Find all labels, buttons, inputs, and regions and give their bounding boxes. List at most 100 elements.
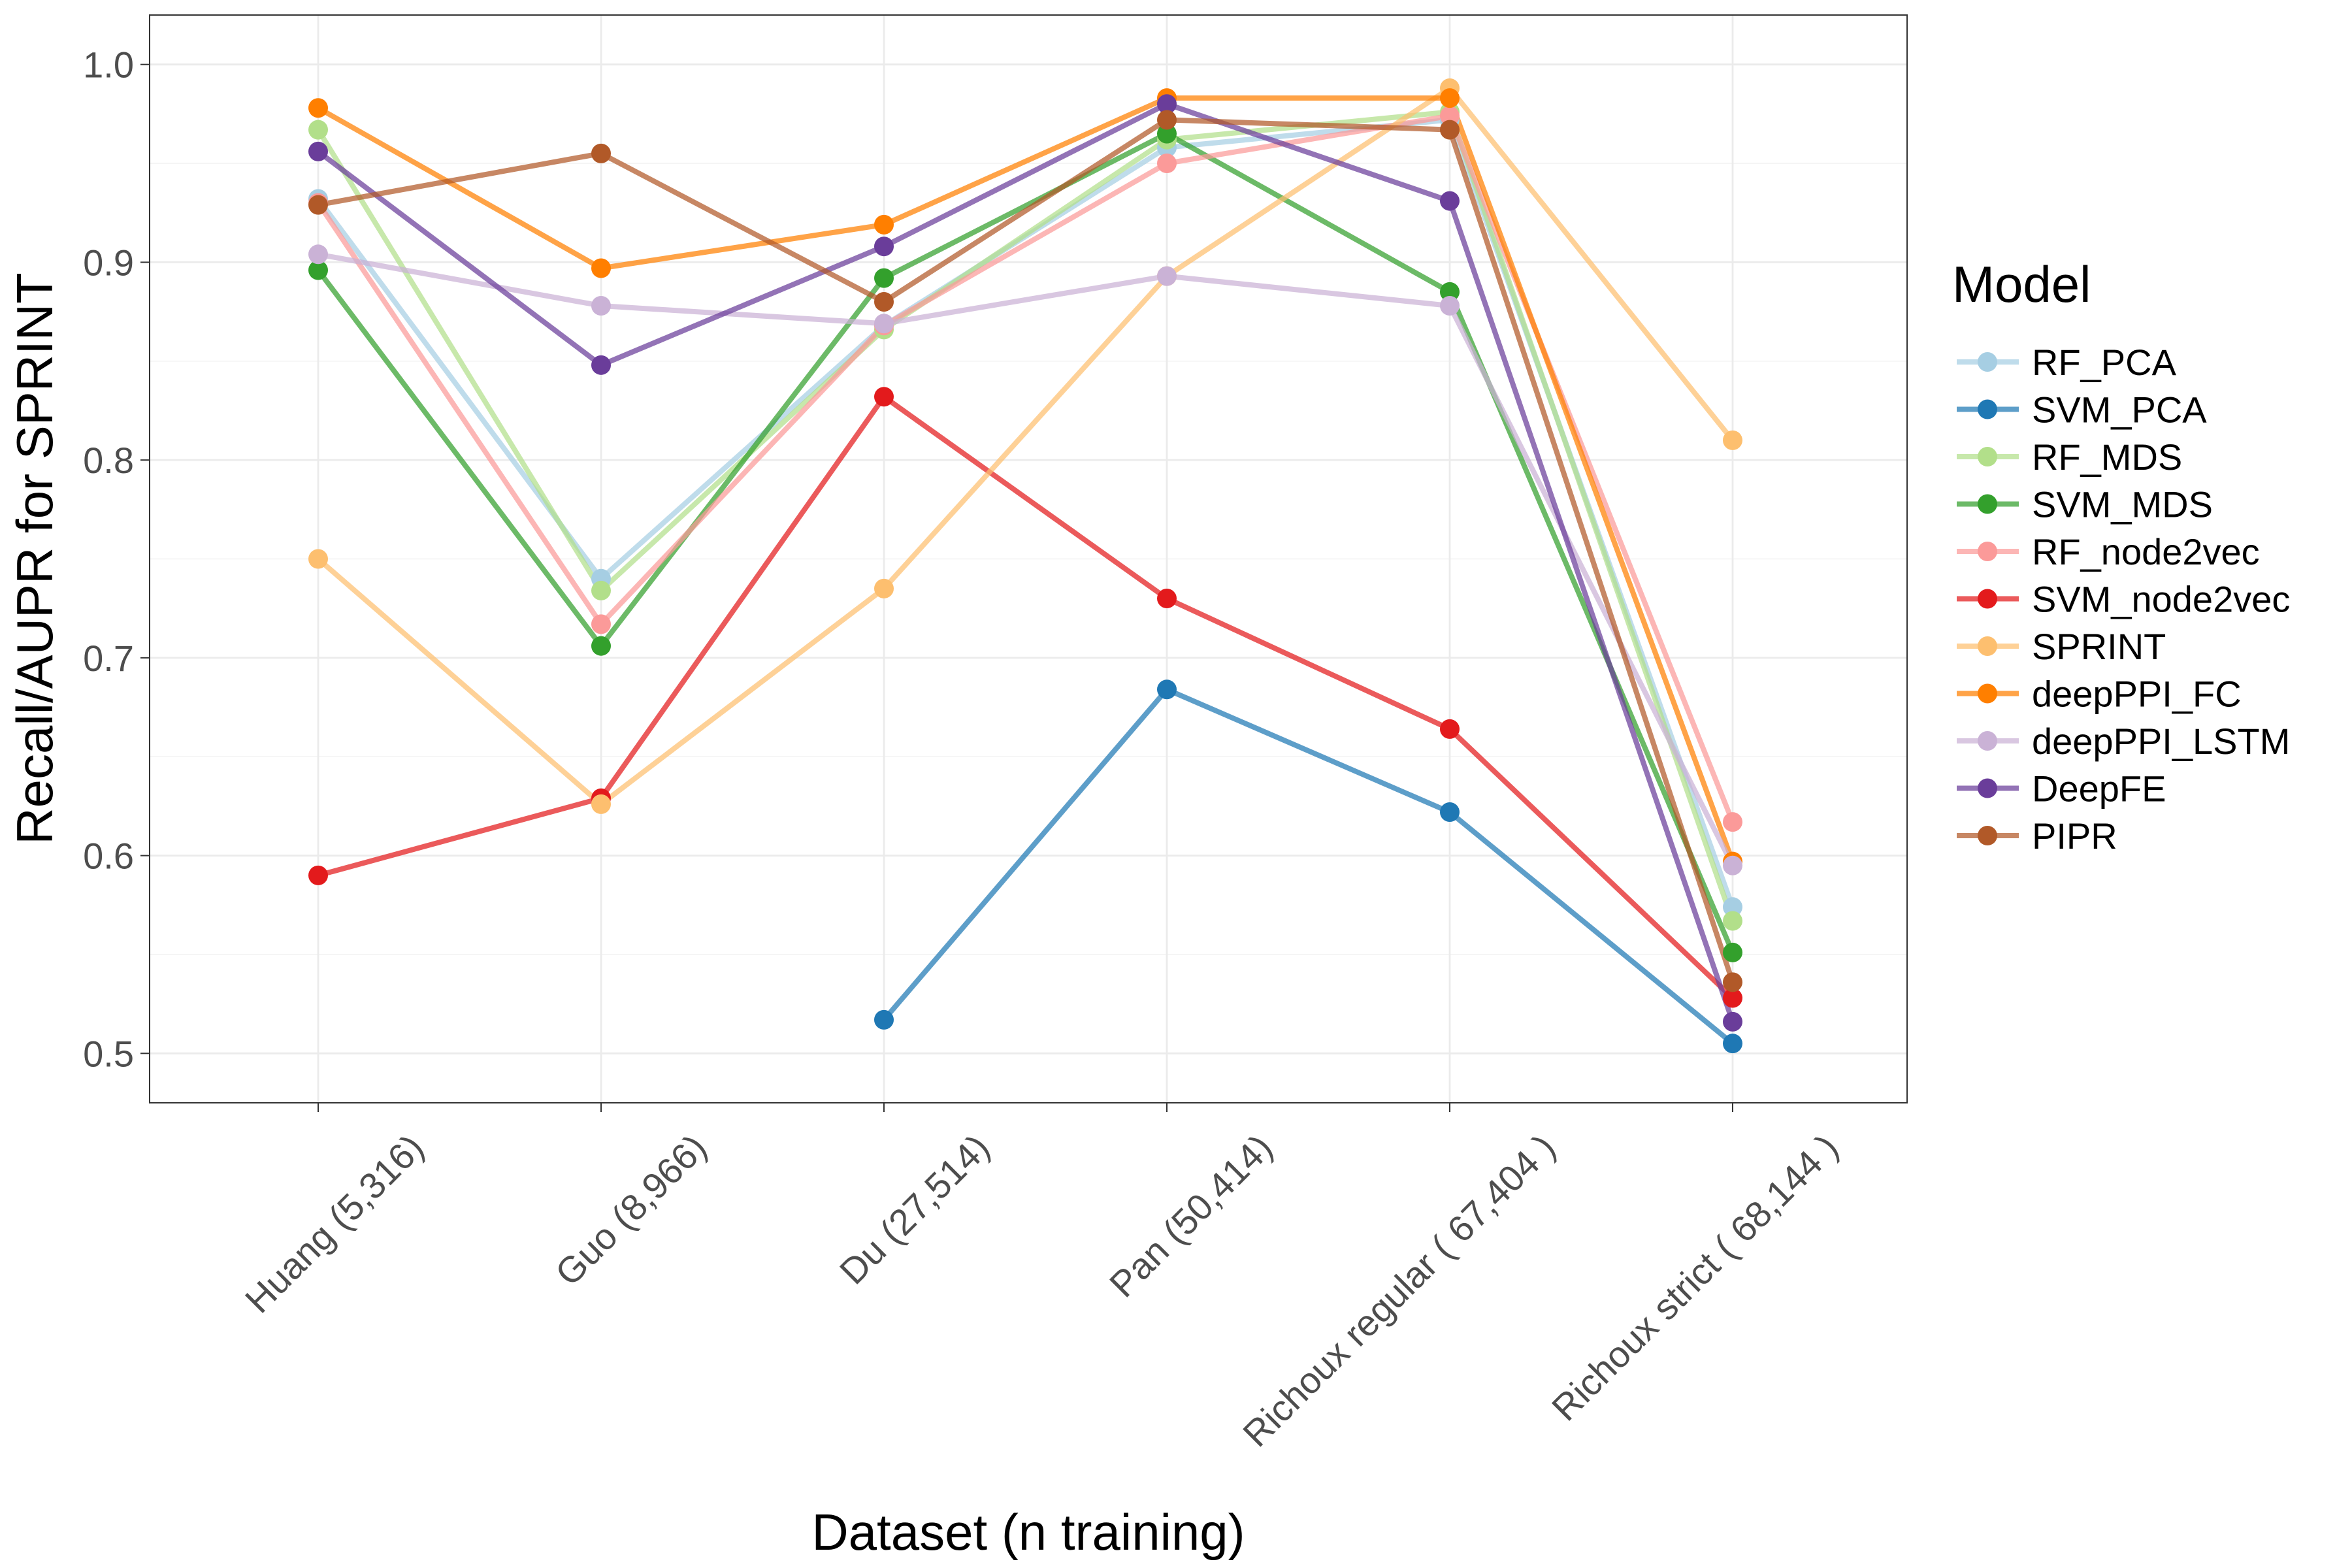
y-axis-title: Recall/AUPR for SPRINT [6,272,63,845]
legend-item-RF_PCA: RF_PCA [1957,342,2177,383]
series-line-deepPPI_FC [316,95,1735,864]
series-layer [308,78,1742,1054]
legend-label: SVM_MDS [2032,484,2213,525]
point-deepPPI_FC [591,258,611,278]
point-deepPPI_FC [874,214,894,235]
point-SPRINT [874,578,894,598]
point-DeepFE [874,237,894,257]
point-RF_node2vec [1723,812,1742,832]
x-tick-label: Du (27,514) [832,1126,998,1292]
x-tick-label: Pan (50,414) [1102,1126,1280,1305]
legend-key-point [1978,826,1997,845]
legend-label: deepPPI_FC [2032,674,2242,715]
point-SPRINT [308,549,328,569]
point-SVM_MDS [591,636,611,656]
legend-label: SPRINT [2032,626,2166,667]
point-deepPPI_FC [308,98,328,118]
point-RF_node2vec [1157,154,1177,174]
point-deepPPI_LSTM [1723,855,1742,875]
point-SVM_PCA [1157,679,1177,700]
legend-key-point [1978,589,1997,609]
legend-label: RF_MDS [2032,436,2182,478]
point-RF_MDS [1723,911,1742,931]
series-line-deepPPI_LSTM [316,252,1735,868]
grid-major [150,15,1907,1103]
legend-item-deepPPI_LSTM: deepPPI_LSTM [1957,721,2290,762]
legend-key-point [1978,636,1997,656]
x-axis-title: Dataset (n training) [811,1503,1245,1561]
legend-label: SVM_node2vec [2032,579,2290,620]
series-line-SVM_PCA [881,687,1735,1047]
y-tick-label: 0.6 [83,836,134,877]
point-deepPPI_LSTM [1157,266,1177,286]
y-tick-label: 0.9 [83,242,134,283]
point-DeepFE [591,355,611,375]
point-deepPPI_LSTM [874,314,894,334]
point-RF_node2vec [1440,106,1460,126]
point-deepPPI_LSTM [308,244,328,265]
legend-item-SPRINT: SPRINT [1957,626,2166,667]
point-DeepFE [1723,1011,1742,1032]
grid-minor [150,163,1907,955]
point-PIPR [874,291,894,312]
point-SVM_MDS [874,268,894,288]
legend-item-DeepFE: DeepFE [1957,768,2166,809]
point-SVM_MDS [1440,282,1460,302]
point-deepPPI_LSTM [1440,296,1460,316]
series-line-SVM_node2vec [316,394,1735,1001]
point-RF_MDS [591,580,611,600]
legend-label: DeepFE [2032,768,2166,809]
plot-panel-border [149,14,1908,1103]
point-SVM_node2vec [1157,589,1177,609]
legend-key-point [1978,494,1997,514]
y-tick-label: 1.0 [83,44,134,86]
legend: Model RF_PCA SVM_PCA RF_MDS SVM_MDS RF_node2… [1952,255,2290,857]
point-RF_PCA [1723,897,1742,917]
legend-label: RF_PCA [2032,342,2177,383]
y-tick-label: 0.7 [83,638,134,679]
point-RF_MDS [308,120,328,140]
series-line-RF_MDS [316,109,1735,924]
point-deepPPI_FC [1440,88,1460,108]
point-DeepFE [1157,94,1177,114]
point-SVM_MDS [308,260,328,280]
point-SVM_node2vec [874,387,894,407]
point-SVM_MDS [1723,942,1742,962]
legend-label: deepPPI_LSTM [2032,721,2290,762]
x-tick-label: Guo (8,966) [547,1126,715,1294]
legend-key-point [1978,683,1997,704]
legend-key-point [1978,542,1997,561]
series-line-PIPR [316,117,1735,985]
point-SVM_PCA [1723,1034,1742,1054]
x-tick-label: Huang (5,316) [237,1126,432,1321]
point-PIPR [1157,110,1177,130]
point-SVM_node2vec [308,865,328,885]
point-SVM_MDS [1157,123,1177,144]
legend-item-SVM_MDS: SVM_MDS [1957,484,2213,525]
legend-key-point [1978,778,1997,798]
legend-label: PIPR [2032,815,2117,857]
legend-item-SVM_PCA: SVM_PCA [1957,389,2207,431]
legend-label: SVM_PCA [2032,389,2207,431]
legend-item-PIPR: PIPR [1957,815,2117,857]
legend-title: Model [1952,255,2091,313]
x-axis: Huang (5,316) Guo (8,966) Du (27,514) Pan (… [237,1103,1846,1454]
point-PIPR [308,195,328,215]
point-SVM_node2vec [1723,988,1742,1008]
point-DeepFE [1440,191,1460,211]
x-tick-label: Richoux strict ( 68,144 ) [1544,1126,1846,1429]
legend-key-point [1978,447,1997,466]
point-DeepFE [308,141,328,161]
legend-key-point [1978,352,1997,372]
y-tick-label: 0.8 [83,440,134,481]
legend-key-point [1978,731,1997,751]
legend-item-SVM_node2vec: SVM_node2vec [1957,579,2290,620]
legend-item-RF_MDS: RF_MDS [1957,436,2182,478]
point-SPRINT [591,794,611,814]
point-SVM_PCA [874,1009,894,1030]
point-RF_node2vec [591,614,611,634]
x-tick-label: Richoux regular ( 67,404 ) [1235,1126,1563,1454]
point-SVM_node2vec [1440,719,1460,739]
series-line-DeepFE [316,101,1735,1024]
